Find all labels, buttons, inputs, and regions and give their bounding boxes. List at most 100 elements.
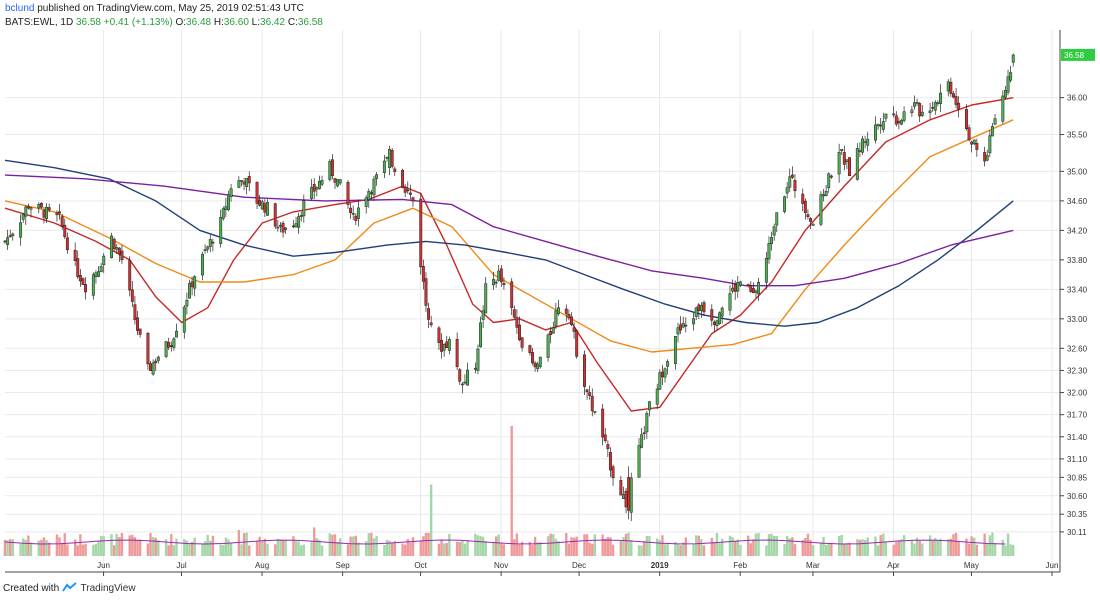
volume-bar: [752, 539, 755, 556]
candle: [172, 336, 176, 351]
candle: [406, 181, 410, 194]
y-tick-label: 35.50: [1067, 131, 1088, 140]
candle: [793, 174, 797, 199]
candle: [692, 312, 696, 331]
candle: [637, 438, 641, 478]
volume-bar: [936, 540, 940, 556]
volume-bar: [401, 543, 404, 556]
candle: [603, 428, 607, 443]
candle: [47, 203, 51, 213]
volume-bar: [175, 538, 178, 556]
candle: [897, 117, 901, 130]
x-tick-label: Jun: [97, 561, 110, 570]
candle: [609, 447, 612, 477]
y-tick-label: 31.70: [1067, 411, 1088, 420]
volume-bar: [801, 540, 804, 556]
candle: [928, 102, 932, 119]
volume-bar: [300, 545, 303, 556]
volume-bar: [403, 544, 407, 556]
candle: [258, 194, 262, 207]
volume-bar: [40, 539, 43, 556]
tradingview-brand[interactable]: TradingView: [80, 583, 136, 594]
volume-bar: [882, 533, 885, 556]
volume-bar: [310, 541, 313, 556]
candle: [770, 231, 774, 251]
volume-bar: [274, 544, 277, 556]
volume-bar: [429, 484, 433, 556]
candle: [746, 283, 750, 288]
volume-bar: [518, 543, 521, 556]
volume-bar: [863, 539, 867, 556]
candle: [590, 388, 594, 417]
candle: [749, 281, 753, 293]
candle: [8, 229, 12, 238]
candle: [673, 336, 677, 370]
y-tick-label: 32.00: [1067, 389, 1088, 398]
candle: [894, 111, 898, 127]
volume-bar: [827, 543, 830, 556]
candle: [728, 285, 732, 316]
candle: [203, 244, 207, 254]
candle: [78, 269, 82, 287]
username-link[interactable]: bclund: [5, 3, 35, 14]
candle: [764, 251, 768, 290]
volume-bar: [822, 537, 825, 556]
volume-bar: [3, 539, 7, 556]
candle: [575, 329, 579, 359]
volume-bar: [248, 545, 251, 556]
volume-bar: [263, 538, 267, 556]
volume-bar: [736, 539, 739, 556]
volume-bar: [624, 533, 628, 556]
volume-bar: [640, 545, 643, 556]
volume-bar: [746, 535, 750, 556]
volume-bar: [902, 535, 906, 556]
candle: [892, 106, 896, 118]
candle: [975, 138, 979, 157]
candle: [879, 118, 883, 134]
candle: [188, 279, 191, 299]
candle: [1001, 90, 1005, 124]
candle: [783, 195, 787, 214]
footer-credit: Created with TradingView: [3, 582, 136, 594]
volume-bar: [585, 534, 589, 556]
volume-bar: [988, 535, 992, 556]
candle: [237, 176, 241, 189]
volume-bar: [591, 543, 594, 556]
open-label: O:: [175, 17, 187, 28]
volume-bar: [172, 545, 176, 556]
candle: [549, 327, 553, 344]
candle: [697, 303, 701, 320]
candle: [679, 316, 683, 335]
volume-bar: [910, 540, 914, 556]
volume-bar: [757, 533, 760, 556]
candle: [918, 102, 922, 122]
volume-bar: [154, 537, 157, 556]
volume-bar: [918, 540, 921, 556]
volume-bar: [845, 543, 849, 556]
y-tick-label: 33.80: [1067, 256, 1088, 265]
x-tick-label: Aug: [255, 561, 269, 570]
candle: [858, 142, 862, 158]
candle: [861, 135, 864, 155]
volume-bar: [806, 533, 810, 556]
volume-bar: [661, 535, 664, 556]
candle: [455, 332, 459, 370]
candle: [138, 328, 142, 338]
volume-bar: [954, 532, 958, 556]
candle: [330, 154, 334, 180]
candle: [351, 205, 355, 221]
volume-bar: [840, 534, 843, 556]
volume-bar: [354, 535, 358, 556]
volume-bar: [536, 542, 539, 556]
volume-bar: [609, 537, 612, 556]
volume-bar: [648, 535, 651, 556]
candle: [658, 369, 662, 390]
volume-bar: [630, 540, 633, 556]
candle: [112, 237, 116, 252]
candle: [29, 207, 33, 218]
volume-bar: [92, 544, 95, 556]
volume-bar: [27, 535, 30, 556]
candle: [518, 316, 521, 342]
candle: [967, 124, 971, 142]
